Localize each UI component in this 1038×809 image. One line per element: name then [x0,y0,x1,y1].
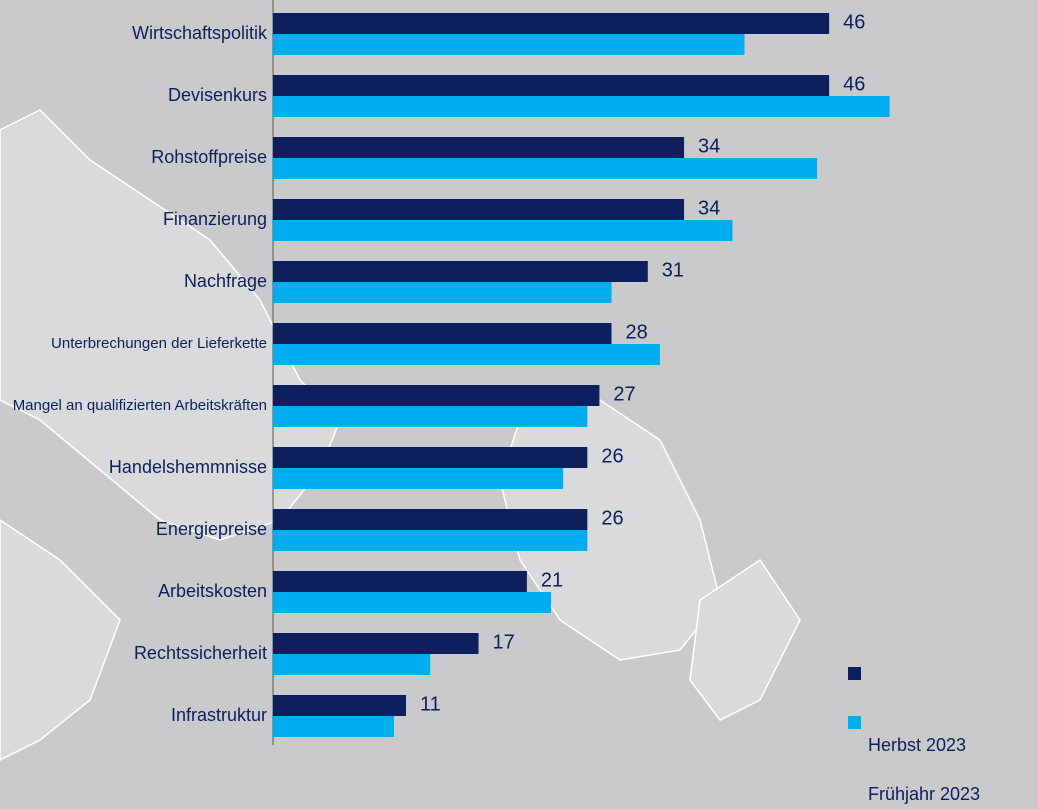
value-label: 27 [613,383,635,405]
bar [273,571,527,592]
bar [273,220,733,241]
category-label: Rechtssicherheit [134,643,267,663]
legend-label: Herbst 2023 [868,735,966,755]
category-label: Handelshemmnisse [109,457,267,477]
value-label: 11 [420,693,441,715]
bar [273,199,685,220]
bar [273,406,588,427]
value-label: 26 [601,445,623,467]
category-label: Rohstoffpreise [151,147,267,167]
bar [273,385,600,406]
bar [273,137,685,158]
bar [273,96,890,117]
bar [273,468,564,489]
bar [273,75,830,96]
bar [273,323,612,344]
category-label: Arbeitskosten [158,581,267,601]
bar [273,633,479,654]
bar [273,530,588,551]
value-label: 46 [843,11,865,33]
value-label: 28 [626,321,648,343]
value-label: 34 [698,197,720,219]
bar [273,509,588,530]
bar [273,447,588,468]
value-label: 21 [541,569,563,591]
bar [273,282,612,303]
category-label: Mangel an qualifizierten Arbeitskräften [13,397,267,414]
legend-label: Frühjahr 2023 [868,784,980,804]
category-label: Nachfrage [184,271,267,291]
category-label: Devisenkurs [168,85,267,105]
value-label: 34 [698,135,720,157]
bar [273,654,431,675]
category-label: Wirtschaftspolitik [132,23,268,43]
bar [273,261,648,282]
bar [273,592,552,613]
bar [273,695,406,716]
legend-swatch [848,716,861,729]
category-label: Infrastruktur [171,705,267,725]
bar [273,344,660,365]
category-label: Finanzierung [163,209,267,229]
map-decoration [0,109,801,761]
bar [273,13,830,34]
value-label: 17 [493,631,515,653]
legend-swatch [848,667,861,680]
bar [273,158,818,179]
bar [273,34,745,55]
value-label: 46 [843,73,865,95]
category-label: Unterbrechungen der Lieferkette [51,335,267,352]
category-label: Energiepreise [156,519,267,539]
value-label: 31 [662,259,684,281]
bar [273,716,394,737]
value-label: 26 [601,507,623,529]
